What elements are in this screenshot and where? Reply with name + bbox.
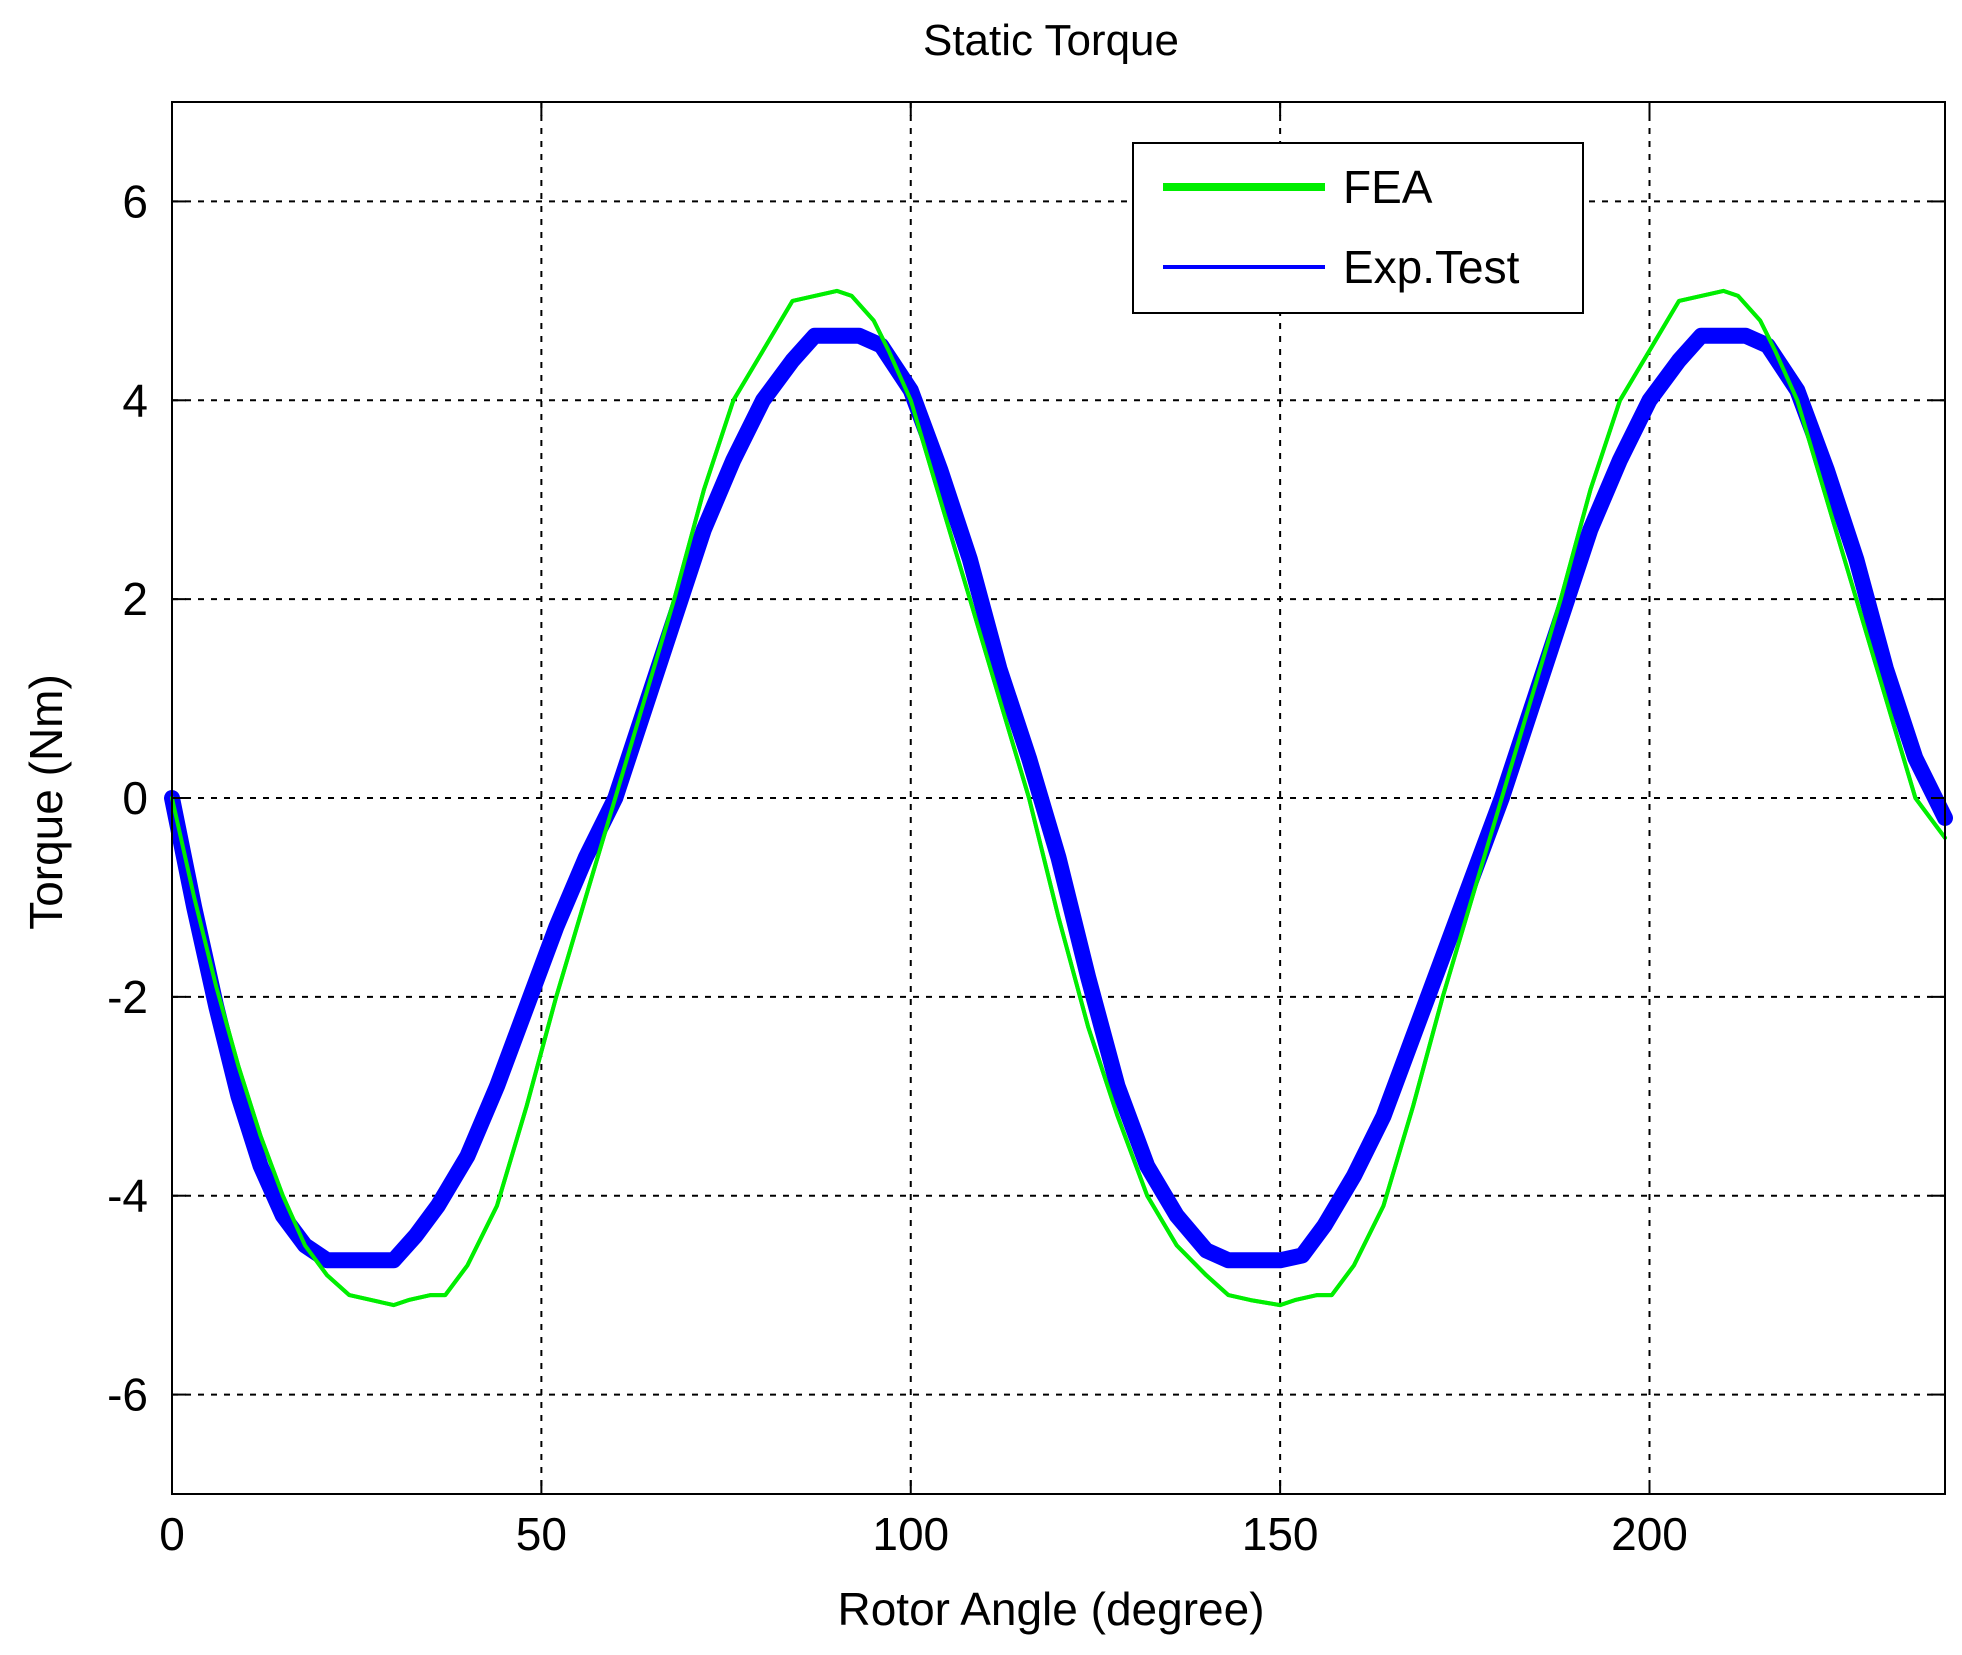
x-tick-label: 50: [516, 1508, 567, 1560]
series-layer: [164, 288, 1953, 1308]
series-line-exp-test: [164, 327, 1953, 1269]
y-tick-label: -4: [107, 1170, 148, 1222]
axis-ticks: 0 50 100 150 200 -6 -4 -2 0 2 4 6: [107, 102, 1945, 1560]
x-tick-label: 150: [1242, 1508, 1319, 1560]
x-tick-label: 100: [872, 1508, 949, 1560]
y-tick-label: 2: [122, 573, 148, 625]
y-tick-label: 6: [122, 175, 148, 227]
grid: [172, 102, 1945, 1494]
chart-title: Static Torque: [923, 16, 1179, 65]
x-tick-label: 0: [159, 1508, 185, 1560]
x-tick-label: 200: [1611, 1508, 1688, 1560]
y-tick-label: 4: [122, 374, 148, 426]
legend-label: Exp.Test: [1343, 241, 1520, 293]
legend-box: [1132, 142, 1584, 314]
y-axis-label: Torque (Nm): [20, 674, 72, 930]
y-tick-label: -6: [107, 1369, 148, 1421]
series-line-fea-overlay: [170, 288, 1947, 1308]
x-axis-label: Rotor Angle (degree): [837, 1583, 1264, 1635]
legend: FEA Exp.Test: [1132, 142, 1584, 314]
y-tick-label: -2: [107, 971, 148, 1023]
y-tick-label: 0: [122, 772, 148, 824]
legend-label: FEA: [1343, 161, 1433, 213]
